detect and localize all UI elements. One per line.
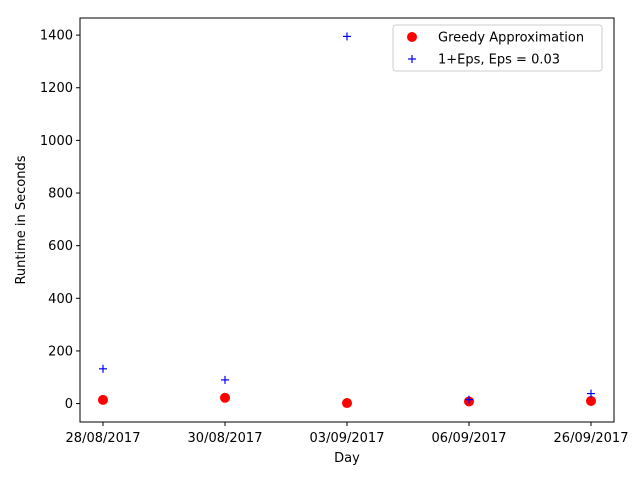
x-tick-label: 28/08/2017 bbox=[66, 431, 141, 446]
legend: Greedy Approximation 1+Eps, Eps = 0.03 bbox=[392, 24, 603, 72]
y-axis-label: Runtime in Seconds bbox=[14, 155, 29, 284]
x-tick-label: 03/09/2017 bbox=[310, 431, 385, 446]
eps-point bbox=[221, 375, 229, 384]
legend-label: Greedy Approximation bbox=[438, 31, 584, 46]
data-points bbox=[98, 32, 596, 409]
y-tick-label: 1400 bbox=[40, 29, 73, 44]
legend-box bbox=[392, 24, 603, 72]
x-axis: 28/08/2017 30/08/2017 03/09/2017 06/09/2017… bbox=[66, 422, 629, 446]
greedy-point bbox=[98, 394, 108, 405]
eps-point bbox=[465, 395, 473, 404]
y-tick-label: 1200 bbox=[40, 81, 73, 96]
x-axis-label: Day bbox=[334, 451, 360, 466]
greedy-point bbox=[586, 395, 596, 406]
y-tick-label: 0 bbox=[65, 397, 73, 412]
y-tick-label: 200 bbox=[48, 344, 73, 359]
x-tick-label: 06/09/2017 bbox=[432, 431, 507, 446]
greedy-point bbox=[342, 398, 352, 409]
legend-marker bbox=[408, 55, 416, 63]
y-tick-label: 600 bbox=[48, 239, 73, 254]
eps-point bbox=[99, 364, 107, 373]
y-tick-label: 1000 bbox=[40, 134, 73, 149]
legend-marker bbox=[407, 32, 417, 42]
x-tick-label: 26/09/2017 bbox=[554, 431, 629, 446]
x-tick-label: 30/08/2017 bbox=[188, 431, 263, 446]
greedy-point bbox=[220, 392, 230, 403]
y-tick-label: 800 bbox=[48, 187, 73, 202]
eps-point bbox=[343, 32, 351, 41]
y-axis: 0 200 400 600 800 1000 1200 1400 bbox=[40, 29, 80, 412]
eps-point bbox=[587, 389, 595, 398]
y-tick-label: 400 bbox=[48, 292, 73, 307]
legend-label: 1+Eps, Eps = 0.03 bbox=[438, 53, 560, 68]
